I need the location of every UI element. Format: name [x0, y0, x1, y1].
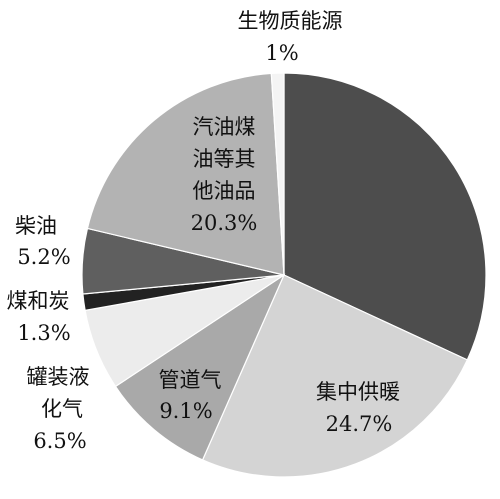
label-meihetan: 煤和炭 1.3%	[7, 289, 71, 345]
slice-value-text: 5.2%	[17, 245, 70, 269]
slice-label-text-line3: 他油品	[193, 179, 256, 203]
label-jizhong: 集中供暖 24.7%	[316, 380, 400, 436]
slice-label-text-line1: 汽油煤	[193, 115, 256, 139]
pie-slice-1	[201, 274, 469, 478]
slice-value-text: 1.3%	[17, 321, 70, 345]
slice-value-text: 24.7%	[326, 412, 393, 436]
label-qiyou: 汽油煤 油等其 他油品 20.3%	[191, 115, 258, 235]
slice-value-text: 1%	[265, 41, 298, 65]
slice-label-text: 柴油	[15, 214, 57, 238]
label-chaiyou: 柴油 5.2%	[15, 214, 71, 269]
label-guandaoqi: 管道气 9.1%	[159, 368, 222, 423]
slice-value-text: 20.3%	[191, 211, 258, 235]
slice-label-text: 煤和炭	[7, 289, 70, 313]
slice-label-text-line2: 油等其	[193, 147, 256, 171]
pie-slice-6	[86, 72, 285, 276]
slice-value-text: 9.1%	[159, 399, 212, 423]
pie-slice-0	[283, 72, 487, 361]
slice-label-text-line2: 化气	[41, 397, 83, 421]
pie-slice-7	[270, 72, 285, 276]
slice-value-text: 6.5%	[33, 429, 86, 453]
slice-label-text: 管道气	[159, 368, 222, 392]
label-shengwuzhi: 生物质能源 1%	[238, 9, 343, 65]
pie-slice-2	[114, 273, 286, 461]
label-guanzhuang: 罐装液 化气 6.5%	[27, 365, 90, 453]
slice-label-text-line1: 罐装液	[27, 365, 90, 389]
slice-label-text: 生物质能源	[238, 9, 343, 33]
slice-label-text: 集中供暖	[316, 380, 400, 404]
pie-slices	[81, 72, 487, 478]
